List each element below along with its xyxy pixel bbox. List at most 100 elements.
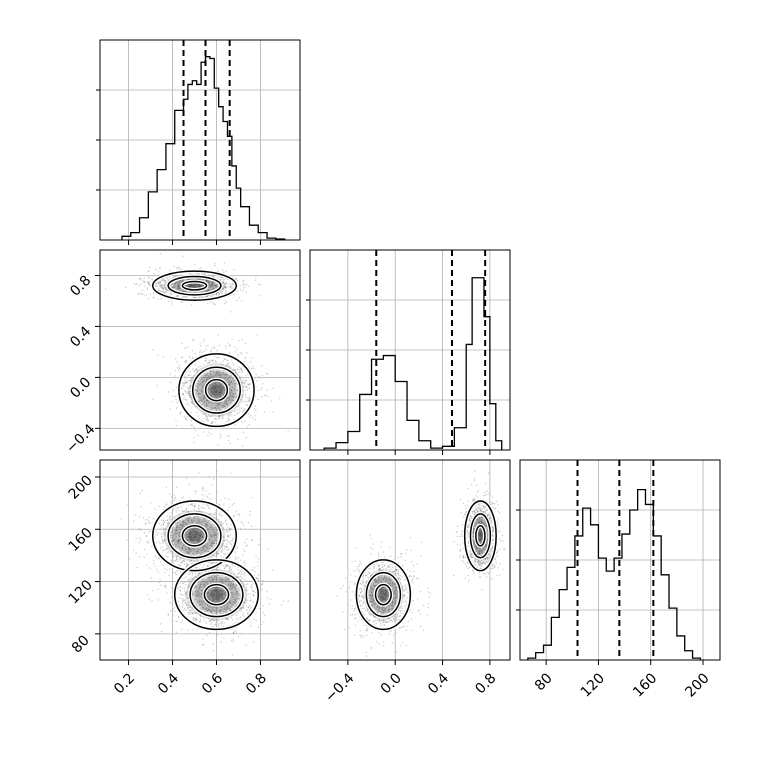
p1-vs-p0-point (220, 278, 223, 281)
p2-vs-p0-point (217, 552, 219, 555)
p2-vs-p0-point (252, 601, 254, 603)
p1-vs-p0-point (225, 364, 227, 367)
p2-vs-p0-point (287, 600, 289, 602)
p2-vs-p0-point (196, 521, 198, 524)
p1-vs-p0-point (211, 360, 214, 362)
p1-vs-p0-point (183, 296, 185, 298)
p1-vs-p0-point (246, 403, 248, 406)
p2-vs-p0-point (240, 521, 242, 523)
p2-vs-p0-point (234, 556, 237, 558)
p1-vs-p0-point (184, 399, 187, 401)
p1-vs-p0-point (230, 375, 232, 377)
p2-vs-p0-point (179, 582, 181, 585)
p2-vs-p0-point (197, 573, 200, 575)
p1-vs-p0-point (181, 342, 183, 345)
p1-vs-p0-point (220, 291, 222, 293)
p2-vs-p0-point (209, 524, 212, 527)
p2-vs-p0-point (197, 540, 200, 542)
p2-vs-p0-point (238, 576, 240, 578)
p2-vs-p0-point (182, 560, 185, 562)
p1-vs-p0-point (221, 290, 224, 292)
p2-vs-p0-point (177, 521, 179, 524)
p2-vs-p0-point (246, 589, 248, 591)
p2-vs-p0-point (212, 529, 215, 531)
p1-vs-p0-point (213, 347, 216, 349)
p1-vs-p0-point (161, 286, 163, 289)
p2-vs-p0-point (181, 562, 183, 564)
p1-vs-p0-point (174, 286, 177, 288)
p1-vs-p0-point (201, 351, 204, 354)
p1-vs-p0-point (214, 388, 217, 390)
p1-vs-p0-point (226, 403, 228, 405)
p1-vs-p0-point (221, 372, 223, 374)
p1-vs-p0-point (206, 279, 208, 281)
p1-vs-p0-point (227, 397, 229, 399)
p2-vs-p0-point (236, 619, 239, 621)
p1-vs-p0-point (213, 372, 216, 375)
p2-vs-p0-point (126, 539, 128, 541)
p1-vs-p0-point (205, 279, 207, 282)
p2-vs-p0-point (253, 641, 255, 643)
p2-vs-p0-point (234, 593, 236, 596)
p1-vs-p0-point (234, 396, 237, 399)
p1-vs-p0-point (238, 411, 240, 414)
p2-vs-p0-point (200, 601, 203, 603)
p2-vs-p0-point (182, 520, 184, 523)
p1-vs-p0-point (187, 393, 190, 395)
p1-vs-p0-point (175, 282, 177, 284)
p1-vs-p0-point (192, 339, 194, 341)
p1-vs-p0-point (236, 389, 238, 391)
p1-vs-p0-point (214, 284, 216, 286)
p2-vs-p0-point (232, 571, 234, 573)
p1-vs-p0-point (164, 290, 167, 293)
p2-vs-p0-point (187, 535, 189, 538)
p2-vs-p0-point (231, 619, 234, 621)
p2-vs-p0-point (213, 587, 215, 589)
p2-vs-p1-point (482, 521, 484, 524)
p2-vs-p0-point (187, 608, 189, 610)
p1-vs-p0-point (187, 387, 190, 390)
p1-vs-p0-point (224, 286, 227, 288)
p2-vs-p0-point (234, 598, 236, 600)
p2-vs-p0-point (173, 516, 176, 518)
p1-vs-p0-point (207, 415, 209, 417)
p1-vs-p0-point (213, 346, 215, 348)
p2-vs-p0-point (191, 520, 193, 523)
p2-vs-p0-point (202, 489, 204, 491)
p2-vs-p0-point (205, 520, 208, 522)
p2-vs-p0-point (213, 555, 215, 557)
p1-vs-p0-point (178, 285, 180, 288)
p2-vs-p0-point (229, 585, 232, 587)
p2-vs-p0-point (229, 585, 231, 587)
p2-vs-p0-point (170, 596, 172, 598)
p2-vs-p0-point (225, 523, 227, 525)
p1-vs-p0-point (218, 396, 220, 398)
p1-vs-p0-point (211, 283, 213, 285)
p2-vs-p0-point (164, 568, 166, 570)
p2-vs-p0-point (192, 538, 195, 540)
p2-vs-p0-point (221, 598, 224, 600)
p2-vs-p0-point (218, 593, 221, 595)
p2-vs-p0-point (176, 522, 179, 524)
p2-vs-p0-point (194, 542, 197, 545)
p1-vs-p0-point (210, 286, 212, 288)
p1-vs-p0-point (205, 402, 208, 405)
p2-vs-p0-point (178, 543, 180, 545)
p2-vs-p0-point (234, 601, 237, 603)
p1-vs-p0-point (219, 382, 221, 385)
p2-vs-p0-point (208, 595, 211, 597)
p2-vs-p0-point (161, 536, 163, 538)
p1-vs-p0-point (244, 381, 246, 383)
p1-vs-p0-point (200, 388, 202, 391)
p1-vs-p0-point (190, 374, 192, 376)
p2-vs-p0-point (250, 606, 252, 608)
p1-vs-p0-point (171, 286, 174, 289)
p2-vs-p0-point (174, 543, 176, 545)
p2-vs-p0-point (211, 531, 214, 533)
p1-vs-p0-point (209, 370, 212, 372)
p1-vs-p0-point (214, 418, 216, 420)
p1-vs-p0-point (188, 390, 190, 392)
p2-vs-p0-point (227, 619, 229, 621)
p1-vs-p0-point (224, 285, 227, 287)
p1-vs-p0-point (195, 283, 197, 285)
